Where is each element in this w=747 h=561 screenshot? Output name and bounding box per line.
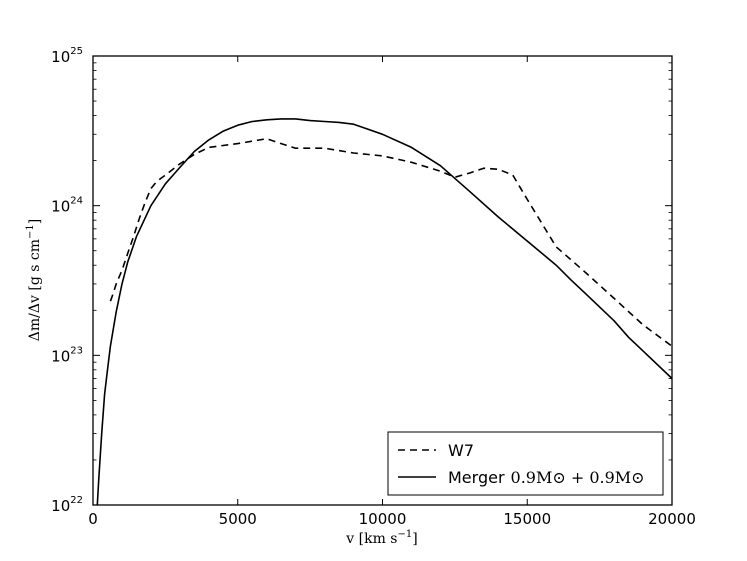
series-line-merger [96,118,673,506]
y-axis-tick-labels: 1022 1023 1024 1025 [51,46,83,515]
x-axis-label: v [km s−1] [345,529,417,547]
y-tick-label: 1023 [51,345,83,365]
series-layer [96,118,673,506]
legend-box [387,431,664,496]
y-axis-label-main: Δm/Δv [g s cm [27,239,43,341]
ticks-layer [92,55,673,506]
y-axis-label: Δm/Δv [g s cm−1] [25,219,43,341]
x-tick-label: 5000 [219,510,257,528]
x-tick-label: 20000 [648,510,696,528]
x-tick-label: 15000 [503,510,551,528]
x-axis-label-main: v [km s [345,531,397,547]
y-tick-label: 1024 [51,196,83,216]
x-axis-tick-labels: 0 5000 10000 15000 20000 [88,510,696,528]
legend-label-merger: Merger 0.9M⊙ + 0.9M⊙ [448,468,645,487]
x-tick-label: 10000 [359,510,407,528]
y-tick-label: 1025 [51,46,83,66]
y-axis-label-end: ] [27,219,43,224]
legend-label-merger-math: 0.9M⊙ + 0.9M⊙ [511,468,645,487]
series-line-w7 [109,137,673,347]
x-axis-label-end: ] [412,531,417,547]
plot-area [92,55,673,506]
y-axis-label-sup: −1 [25,224,36,239]
legend-label-w7: W7 [448,441,474,460]
legend-label-merger-text: Merger [448,468,505,487]
y-tick-label: 1022 [51,495,83,515]
x-tick-label: 0 [88,510,98,528]
x-axis-label-sup: −1 [398,529,413,540]
legend: W7 Merger 0.9M⊙ + 0.9M⊙ [387,431,664,496]
